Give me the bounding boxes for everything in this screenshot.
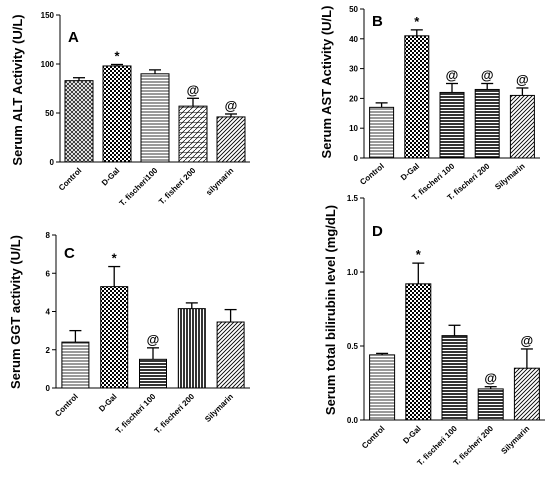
x-tick-label: D-Gal xyxy=(399,162,421,183)
x-tick-label: D-Gal xyxy=(97,392,118,413)
bar-d-2 xyxy=(441,335,468,421)
bar-c-0 xyxy=(61,341,90,389)
bar-c-4 xyxy=(216,321,245,389)
bar-a-0 xyxy=(64,80,94,163)
y-tick-label: 1.0 xyxy=(347,268,359,277)
x-tick-label: Control xyxy=(358,162,386,187)
y-tick-label: 30 xyxy=(349,65,358,74)
bar-d-4 xyxy=(513,367,540,421)
significance-marker: * xyxy=(112,251,118,266)
x-tick-label: Control xyxy=(360,424,386,450)
chart-panel-b: 0 10 20 30 40 50 Serum AST Activity (U/L) B Cont… xyxy=(319,5,540,202)
significance-marker: @ xyxy=(481,68,494,83)
bar-a-1 xyxy=(102,65,132,163)
panel-letter: B xyxy=(372,13,383,30)
panel-letter: D xyxy=(372,223,383,240)
y-tick-label: 2 xyxy=(46,346,51,355)
bar-d-3 xyxy=(477,388,504,421)
y-axis-label: Serum total bilirubin level (mg/dL) xyxy=(323,205,338,415)
x-tick-label: T. fisheri 200 xyxy=(157,166,198,207)
x-tick-label: Control xyxy=(53,392,79,418)
significance-marker: @ xyxy=(446,68,459,83)
x-tick-label: D-Gal xyxy=(100,166,121,187)
y-tick-label: 0 xyxy=(50,158,55,167)
bar-b-4 xyxy=(509,94,535,159)
y-axis-label: Serum ALT Activity (U/L) xyxy=(10,14,25,165)
significance-marker: * xyxy=(414,14,420,29)
x-tick-label: T. fischeri 200 xyxy=(153,392,197,436)
x-tick-label: silymarin xyxy=(204,166,235,197)
x-tick-label: Control xyxy=(57,166,83,192)
y-tick-label: 40 xyxy=(349,35,358,44)
y-tick-label: 0 xyxy=(354,154,359,163)
y-axis-label: Serum GGT activity (U/L) xyxy=(8,235,23,389)
y-tick-label: 4 xyxy=(46,308,51,317)
bar-c-3 xyxy=(177,308,206,389)
y-tick-label: 6 xyxy=(46,269,51,278)
bar-c-1 xyxy=(100,286,129,389)
y-tick-label: 10 xyxy=(349,124,358,133)
significance-marker: * xyxy=(416,247,422,262)
panel-letter: C xyxy=(64,245,75,262)
y-axis-label: Serum AST Activity (U/L) xyxy=(319,6,334,159)
significance-marker: @ xyxy=(521,333,534,348)
bar-a-4 xyxy=(216,116,246,163)
bar-d-1 xyxy=(405,283,432,421)
y-tick-label: 100 xyxy=(41,60,55,69)
bar-d-0 xyxy=(369,354,396,421)
significance-marker: @ xyxy=(225,98,238,113)
y-tick-label: 50 xyxy=(349,5,358,14)
x-tick-label: D-Gal xyxy=(401,424,422,445)
x-tick-label: Silymarin xyxy=(493,162,526,192)
bar-b-2 xyxy=(439,91,465,159)
x-tick-label: Silymarin xyxy=(203,392,235,424)
bar-b-0 xyxy=(369,106,395,159)
chart-panel-c: 0 2 4 6 8 Serum GGT activity (U/L) C Control * D-… xyxy=(8,231,250,436)
bar-a-3 xyxy=(178,105,208,163)
bar-b-3 xyxy=(474,88,500,159)
chart-panel-d: 0.0 0.5 1.0 1.5 Serum total bilirubin level … xyxy=(323,194,545,468)
significance-marker: * xyxy=(114,48,120,63)
significance-marker: @ xyxy=(516,72,529,87)
bar-c-2 xyxy=(139,358,167,389)
chart-panel-a: 0 50 100 150 Serum ALT Activity (U/L) A Contro… xyxy=(10,11,250,208)
x-tick-label: Silymarin xyxy=(499,424,531,456)
y-tick-label: 20 xyxy=(349,94,358,103)
y-tick-label: 8 xyxy=(46,231,51,240)
significance-marker: @ xyxy=(484,371,497,386)
bar-a-2 xyxy=(140,73,170,163)
y-tick-label: 150 xyxy=(41,11,55,20)
y-tick-label: 1.5 xyxy=(347,194,359,203)
x-tick-label: T. fischeri100 xyxy=(118,166,160,208)
x-tick-label: T. fischeri 100 xyxy=(114,392,158,436)
bar-b-1 xyxy=(404,35,430,159)
y-tick-label: 0.0 xyxy=(347,416,359,425)
y-tick-label: 0 xyxy=(46,384,51,393)
significance-marker: @ xyxy=(187,82,200,97)
significance-marker: @ xyxy=(147,332,160,347)
panel-letter: A xyxy=(68,29,79,46)
y-tick-label: 50 xyxy=(45,109,54,118)
y-tick-label: 0.5 xyxy=(347,342,359,351)
